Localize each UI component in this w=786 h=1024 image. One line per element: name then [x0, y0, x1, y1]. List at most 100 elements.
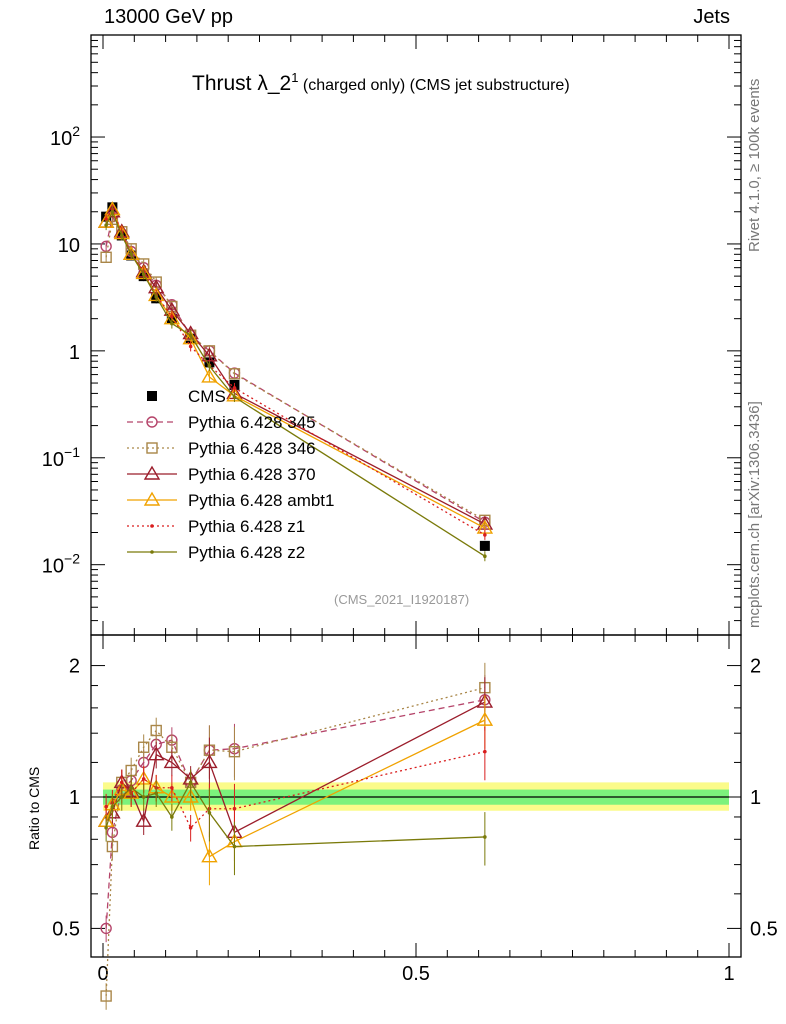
legend-label-p370: Pythia 6.428 370	[188, 465, 316, 484]
legend-label-ambt1: Pythia 6.428 ambt1	[188, 491, 334, 510]
ratio-data-point-ambt1	[182, 788, 199, 803]
ratio-series-p370	[97, 677, 494, 861]
analysis-watermark: (CMS_2021_I1920187)	[334, 592, 470, 607]
ratio-series-p346	[100, 662, 491, 1010]
ratio-data-point-z2	[119, 795, 124, 799]
ratio-data-point-p370	[135, 812, 152, 827]
main-data-point-z1	[188, 344, 193, 349]
main-data-point-z1	[104, 217, 108, 222]
legend-marker-z2	[150, 550, 154, 554]
x-tick-label: 1	[723, 963, 734, 985]
plot-title: Thrust λ_21 (charged only) (CMS jet subs…	[192, 70, 570, 96]
main-data-point-z1	[170, 314, 174, 319]
ratio-data-point-z2	[129, 785, 133, 790]
ratio-data-point-z2	[110, 804, 115, 809]
ratio-data-point-z1	[170, 785, 174, 790]
ratio-data-point-z2	[483, 835, 487, 839]
ratio-data-point-z2	[188, 780, 193, 785]
legend-label-data: CMS	[188, 387, 226, 406]
ratio-data-point-z1	[104, 804, 108, 809]
ratio-data-point-z1	[483, 749, 487, 754]
ratio-data-point-p370	[163, 754, 181, 769]
main-data-point-z2	[207, 364, 212, 368]
ratio-data-point-z2	[207, 810, 212, 815]
main-data-point-z2	[232, 395, 237, 399]
ratio-y-tick-label-right: 0.5	[750, 918, 778, 940]
main-y-tick-label: 1	[69, 342, 80, 364]
main-series-z1	[104, 204, 487, 540]
main-y-tick-label: 10	[58, 235, 80, 257]
legend-entry-p345: Pythia 6.428 345	[127, 413, 316, 432]
ratio-series-line-p370	[105, 701, 486, 834]
main-data-point-z2	[141, 272, 146, 277]
ratio-y-tick-label-right: 1	[750, 787, 761, 809]
x-tick-label: 0	[97, 963, 108, 985]
ratio-data-point-z2	[154, 791, 159, 796]
category-label: Jets	[693, 6, 730, 28]
ratio-data-point-z1	[119, 780, 124, 785]
ratio-data-point-p346	[137, 741, 150, 753]
energy-label: 13000 GeV pp	[104, 6, 233, 28]
main-y-tick-label: 10−1	[42, 444, 80, 471]
main-data-point-data	[479, 540, 490, 551]
main-data-point-z1	[232, 386, 237, 390]
main-y-tick-label: 10−2	[42, 551, 80, 578]
legend-label-z2: Pythia 6.428 z2	[188, 543, 305, 562]
legend-marker-z1	[150, 524, 154, 528]
main-y-tick-label: 102	[50, 123, 80, 150]
main-data-point-z2	[119, 233, 124, 238]
title-main: Thrust λ_2	[192, 72, 292, 95]
ratio-y-tick-label-left: 1	[69, 787, 80, 809]
ratio-data-point-z2	[104, 826, 108, 830]
legend-label-p346: Pythia 6.428 346	[188, 439, 316, 458]
legend-entry-z1: Pythia 6.428 z1	[127, 517, 305, 536]
ratio-y-tick-label-right: 2	[750, 656, 761, 678]
legend-entry-data: CMS	[147, 387, 226, 406]
ratio-y-tick-label-left: 0.5	[52, 918, 80, 940]
legend-marker-p370	[143, 465, 161, 480]
ratio-data-point-z1	[232, 806, 237, 811]
main-series-z2	[104, 206, 487, 562]
legend-entry-p370: Pythia 6.428 370	[127, 465, 316, 484]
legend-marker-data	[147, 391, 157, 401]
ratio-data-point-p370	[147, 746, 165, 761]
main-data-point-p346	[100, 251, 112, 264]
legend-entry-z2: Pythia 6.428 z2	[127, 543, 305, 562]
main-series-line-z1	[105, 208, 486, 536]
main-data-point-z2	[483, 554, 487, 559]
main-data-point-p346	[228, 368, 241, 380]
title-suffix: (charged only) (CMS jet substructure)	[298, 77, 570, 94]
main-data-point-ambt1	[201, 368, 218, 383]
ratio-series-line-p346	[105, 687, 486, 997]
legend-label-z1: Pythia 6.428 z1	[188, 517, 305, 536]
ratio-data-point-z1	[141, 777, 146, 781]
ratio-data-point-p346	[106, 840, 119, 853]
ratio-data-point-z2	[141, 795, 146, 799]
x-tick-label: 0.5	[402, 963, 430, 985]
ratio-data-point-p370	[201, 754, 218, 769]
legend-entry-ambt1: Pythia 6.428 ambt1	[127, 491, 334, 510]
ratio-y-tick-label-left: 2	[69, 656, 80, 678]
main-data-point-z2	[170, 321, 174, 326]
main-data-point-p345	[100, 240, 112, 253]
ratio-data-point-z2	[170, 815, 174, 819]
ratio-data-point-p346	[100, 990, 112, 1002]
ratio-series-line-p345	[105, 699, 485, 929]
ratio-data-point-ambt1	[476, 711, 494, 726]
main-data-point-z1	[483, 533, 487, 537]
ratio-data-point-ambt1	[163, 788, 181, 803]
ratio-data-point-p346	[228, 745, 241, 758]
legend-marker-p346	[146, 442, 158, 454]
main-data-point-z2	[129, 252, 133, 257]
main-data-point-z2	[188, 333, 193, 338]
ratio-data-point-p345	[100, 922, 112, 935]
ratio-data-point-z1	[188, 826, 193, 830]
ratio-data-point-ambt1	[201, 848, 218, 863]
legend-marker-p345	[146, 416, 158, 428]
main-data-point-z2	[110, 209, 115, 214]
legend-marker-ambt1	[143, 491, 161, 506]
main-data-point-z2	[154, 295, 159, 299]
ratio-data-point-z2	[232, 844, 237, 849]
main-data-point-z2	[104, 223, 108, 227]
